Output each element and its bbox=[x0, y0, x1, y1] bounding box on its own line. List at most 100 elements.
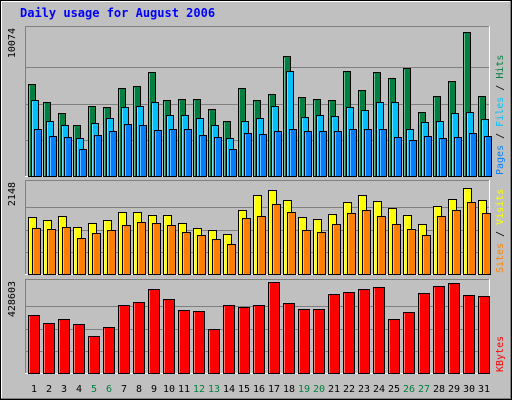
bar-sites-day-26 bbox=[407, 229, 416, 275]
x-tick-label-day-1: 1 bbox=[31, 384, 37, 395]
x-tick-label-day-2: 2 bbox=[46, 384, 52, 395]
x-tick-label-day-23: 23 bbox=[358, 384, 370, 395]
bar-pages-day-27 bbox=[424, 136, 432, 177]
bar-sites-day-29 bbox=[452, 210, 461, 275]
bar-sites-day-24 bbox=[377, 216, 386, 275]
x-tick-label-day-10: 10 bbox=[163, 384, 175, 395]
bar-sites-day-12 bbox=[197, 235, 206, 275]
x-tick-label-day-6: 6 bbox=[106, 384, 112, 395]
bar-kbytes-day-22 bbox=[343, 292, 355, 374]
bar-sites-day-19 bbox=[302, 230, 311, 275]
x-tick-label-day-26: 26 bbox=[403, 384, 415, 395]
bar-kbytes-day-12 bbox=[193, 311, 205, 374]
bar-sites-day-17 bbox=[272, 204, 281, 275]
bar-sites-day-31 bbox=[482, 213, 491, 275]
legend-hits: Pages / Files / Hits bbox=[495, 55, 506, 175]
bar-kbytes-day-13 bbox=[208, 329, 220, 374]
x-tick-label-day-5: 5 bbox=[91, 384, 97, 395]
legend-separator: / bbox=[495, 127, 506, 145]
x-tick-label-day-16: 16 bbox=[253, 384, 265, 395]
bar-pages-day-31 bbox=[484, 136, 492, 177]
x-tick-label-day-18: 18 bbox=[283, 384, 295, 395]
bar-pages-day-30 bbox=[469, 133, 477, 177]
legend-entry-hits: Hits bbox=[495, 55, 506, 79]
bar-pages-day-19 bbox=[304, 131, 312, 177]
bar-kbytes-day-23 bbox=[358, 289, 370, 374]
bar-sites-day-10 bbox=[167, 225, 176, 275]
bar-kbytes-day-19 bbox=[298, 309, 310, 374]
bar-kbytes-day-11 bbox=[178, 310, 190, 374]
bar-sites-day-18 bbox=[287, 212, 296, 275]
bar-pages-day-10 bbox=[169, 129, 177, 177]
x-tick-label-day-15: 15 bbox=[238, 384, 250, 395]
bar-kbytes-day-10 bbox=[163, 299, 175, 374]
bar-sites-day-22 bbox=[347, 213, 356, 275]
x-tick-label-day-13: 13 bbox=[208, 384, 220, 395]
x-tick-label-day-20: 20 bbox=[313, 384, 325, 395]
bar-pages-day-22 bbox=[349, 129, 357, 177]
bar-kbytes-day-17 bbox=[268, 282, 280, 374]
x-tick-label-day-27: 27 bbox=[418, 384, 430, 395]
legend-entry-files: Files bbox=[495, 97, 506, 127]
x-tick-label-day-19: 19 bbox=[298, 384, 310, 395]
bar-sites-day-30 bbox=[467, 202, 476, 275]
bar-pages-day-17 bbox=[274, 131, 282, 177]
legend-entry-visits: Visits bbox=[495, 189, 506, 225]
bar-kbytes-day-8 bbox=[133, 302, 145, 374]
bar-kbytes-day-14 bbox=[223, 305, 235, 374]
bar-sites-day-13 bbox=[212, 239, 221, 275]
bar-pages-day-3 bbox=[64, 137, 72, 177]
bar-kbytes-day-28 bbox=[433, 286, 445, 374]
bar-sites-day-23 bbox=[362, 210, 371, 275]
bar-pages-day-25 bbox=[394, 137, 402, 177]
x-tick-label-day-25: 25 bbox=[388, 384, 400, 395]
bar-sites-day-8 bbox=[137, 222, 146, 275]
legend-kbytes: KBytes bbox=[495, 336, 506, 372]
panel-visits: 2148 Sites / Visits bbox=[7, 180, 506, 275]
bar-sites-day-15 bbox=[242, 218, 251, 275]
x-tick-label-day-9: 9 bbox=[151, 384, 157, 395]
x-tick-label-day-8: 8 bbox=[136, 384, 142, 395]
bar-pages-day-13 bbox=[214, 137, 222, 177]
x-tick-label-day-7: 7 bbox=[121, 384, 127, 395]
panel-hits: 10074 Pages / Files / Hits bbox=[7, 26, 506, 177]
bar-kbytes-day-27 bbox=[418, 293, 430, 374]
bar-kbytes-day-1 bbox=[28, 315, 40, 374]
bar-pages-day-12 bbox=[199, 135, 207, 177]
bar-pages-day-4 bbox=[79, 149, 87, 177]
bar-sites-day-3 bbox=[62, 227, 71, 275]
x-tick-label-day-28: 28 bbox=[433, 384, 445, 395]
y-max-label-hits: 10074 bbox=[7, 28, 18, 58]
y-max-label-visits: 2148 bbox=[7, 182, 18, 206]
bar-sites-day-21 bbox=[332, 224, 341, 275]
x-tick-label-day-31: 31 bbox=[478, 384, 490, 395]
x-tick-label-day-11: 11 bbox=[178, 384, 190, 395]
bar-pages-day-1 bbox=[34, 129, 42, 177]
bar-pages-day-2 bbox=[49, 136, 57, 177]
bar-kbytes-day-3 bbox=[58, 319, 70, 374]
x-tick-label-day-22: 22 bbox=[343, 384, 355, 395]
bar-kbytes-day-21 bbox=[328, 294, 340, 374]
bar-pages-day-7 bbox=[124, 124, 132, 177]
legend-entry-kbytes: KBytes bbox=[495, 336, 506, 372]
bar-sites-day-20 bbox=[317, 232, 326, 275]
y-max-label-kbytes: 428603 bbox=[7, 281, 18, 317]
bar-pages-day-20 bbox=[319, 131, 327, 177]
bar-kbytes-day-24 bbox=[373, 287, 385, 374]
bar-pages-day-23 bbox=[364, 129, 372, 177]
bar-pages-day-8 bbox=[139, 125, 147, 177]
bar-kbytes-day-7 bbox=[118, 305, 130, 374]
bar-kbytes-day-20 bbox=[313, 309, 325, 374]
bar-sites-day-1 bbox=[32, 228, 41, 275]
bar-kbytes-day-18 bbox=[283, 303, 295, 374]
bar-kbytes-day-4 bbox=[73, 324, 85, 374]
panel-kbytes: 428603 KBytes bbox=[7, 279, 506, 374]
bar-kbytes-day-6 bbox=[103, 327, 115, 374]
bar-kbytes-day-30 bbox=[463, 295, 475, 374]
bar-sites-day-7 bbox=[122, 225, 131, 275]
bar-sites-day-6 bbox=[107, 230, 116, 275]
bar-sites-day-2 bbox=[47, 229, 56, 275]
bar-sites-day-14 bbox=[227, 244, 236, 275]
legend-separator: / bbox=[495, 79, 506, 97]
